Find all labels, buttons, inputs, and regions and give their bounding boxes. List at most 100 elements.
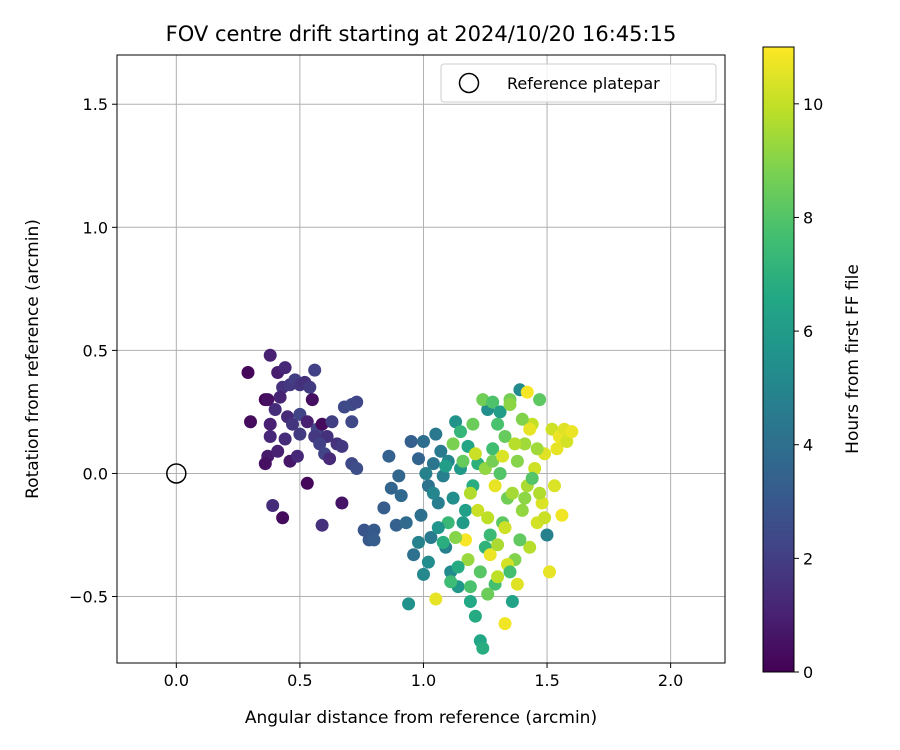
data-point xyxy=(394,489,408,503)
x-axis-label: Angular distance from reference (arcmin) xyxy=(245,708,597,728)
data-point xyxy=(486,454,500,468)
data-point xyxy=(431,496,445,510)
data-point xyxy=(471,503,485,517)
y-tick-label: 1.0 xyxy=(83,218,108,237)
colorbar-tick-label: 10 xyxy=(803,95,823,114)
data-point xyxy=(560,435,574,448)
x-tick-label: 0.0 xyxy=(164,671,189,690)
data-point xyxy=(271,444,285,458)
data-point xyxy=(431,521,445,535)
data-point xyxy=(417,435,430,448)
colorbar-tick-label: 8 xyxy=(803,208,813,227)
data-point xyxy=(523,422,537,436)
data-point xyxy=(476,393,490,407)
legend-box xyxy=(440,63,717,103)
data-point xyxy=(456,454,470,468)
data-point xyxy=(540,528,554,542)
data-point xyxy=(313,437,327,451)
colorbar: 0 2 4 6 8 10 Hours from first FF file xyxy=(762,46,863,682)
data-point xyxy=(488,479,502,493)
x-axis-ticks: 0.0 0.5 1.0 1.5 2.0 xyxy=(164,663,683,690)
data-point xyxy=(449,415,463,429)
data-point xyxy=(565,425,579,439)
data-point xyxy=(466,417,480,431)
data-point xyxy=(483,548,497,562)
data-points xyxy=(241,348,579,655)
data-point xyxy=(367,533,381,547)
colorbar-tick-label: 6 xyxy=(803,322,813,341)
data-point xyxy=(412,535,425,549)
data-point xyxy=(429,427,443,441)
data-point xyxy=(241,366,255,379)
data-point xyxy=(426,486,440,500)
data-point xyxy=(459,533,472,547)
data-point xyxy=(315,417,329,431)
data-point xyxy=(505,486,519,500)
x-tick-label: 1.0 xyxy=(411,671,436,690)
data-point xyxy=(498,521,512,535)
data-point xyxy=(515,503,529,517)
data-point xyxy=(446,491,460,505)
data-point xyxy=(350,462,364,475)
data-point xyxy=(525,471,539,485)
data-point xyxy=(451,560,465,574)
data-point xyxy=(520,385,534,399)
data-point xyxy=(436,535,450,549)
data-point xyxy=(293,427,307,441)
chart-title: FOV centre drift starting at 2024/10/20 … xyxy=(166,22,677,46)
data-point xyxy=(468,447,482,461)
data-point xyxy=(404,435,418,448)
data-point xyxy=(481,587,495,601)
colorbar-ticks: 0 2 4 6 8 10 xyxy=(794,95,823,682)
data-point xyxy=(493,405,507,419)
data-point xyxy=(278,361,292,375)
data-point xyxy=(263,417,277,431)
data-point xyxy=(486,442,500,456)
y-tick-label: 0.5 xyxy=(83,341,108,360)
data-point xyxy=(446,437,460,451)
legend-label: Reference platepar xyxy=(507,74,660,93)
data-point xyxy=(535,496,549,510)
data-point xyxy=(266,499,280,512)
data-point xyxy=(244,415,257,429)
data-point xyxy=(424,531,438,544)
data-point xyxy=(335,439,349,453)
data-point xyxy=(335,496,349,510)
data-point xyxy=(493,467,507,480)
data-point xyxy=(498,617,512,631)
y-tick-label: 1.5 xyxy=(83,95,108,114)
data-point xyxy=(345,415,359,429)
data-point xyxy=(300,476,314,490)
data-point xyxy=(503,565,517,579)
data-point xyxy=(377,501,391,515)
colorbar-tick-label: 0 xyxy=(803,663,813,682)
data-point xyxy=(290,449,304,463)
data-point xyxy=(323,452,337,466)
data-point xyxy=(491,538,505,552)
y-tick-label: −0.5 xyxy=(69,588,108,607)
data-point xyxy=(325,415,339,429)
data-point xyxy=(412,452,425,466)
data-point xyxy=(463,580,477,594)
data-point xyxy=(308,363,322,377)
data-point xyxy=(357,523,371,537)
reference-platepar-point xyxy=(166,463,187,484)
data-point xyxy=(503,398,517,411)
y-axis-ticks: −0.5 0.0 0.5 1.0 1.5 xyxy=(69,95,117,607)
data-point xyxy=(533,393,547,407)
data-point xyxy=(473,565,487,579)
data-point xyxy=(439,459,453,473)
data-point xyxy=(513,533,527,547)
data-point xyxy=(263,348,277,362)
data-point xyxy=(421,555,435,569)
x-tick-label: 2.0 xyxy=(658,671,683,690)
data-point xyxy=(468,609,482,623)
data-point xyxy=(486,395,500,409)
data-point xyxy=(436,469,450,483)
data-point xyxy=(286,417,299,431)
data-point xyxy=(389,518,403,532)
data-point xyxy=(498,430,512,443)
data-point xyxy=(434,444,448,458)
data-point xyxy=(510,454,524,468)
